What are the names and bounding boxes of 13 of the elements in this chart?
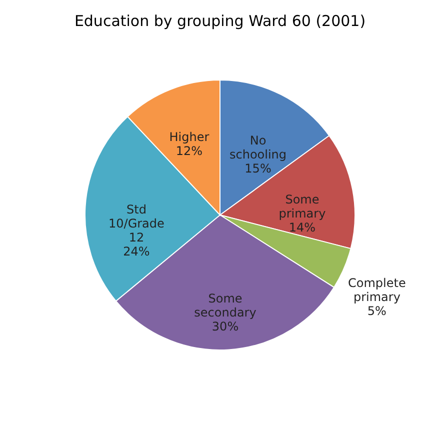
data-label: 24% — [123, 244, 150, 259]
data-label: 5% — [367, 304, 386, 318]
slice-label: Some primary — [278, 192, 326, 220]
data-label: 15% — [244, 161, 272, 176]
chart-title: Education by grouping Ward 60 (2001) — [74, 12, 366, 30]
slice-label: Std 10/Grade 12 — [108, 202, 164, 245]
slice-label: Complete primary — [348, 276, 406, 304]
data-label: 30% — [212, 320, 239, 334]
slice-label: Some secondary — [194, 292, 256, 320]
slice-label: No schooling — [229, 133, 287, 162]
slice-label: Higher — [169, 130, 210, 144]
data-label: 12% — [176, 144, 203, 158]
data-label: 14% — [288, 220, 316, 234]
